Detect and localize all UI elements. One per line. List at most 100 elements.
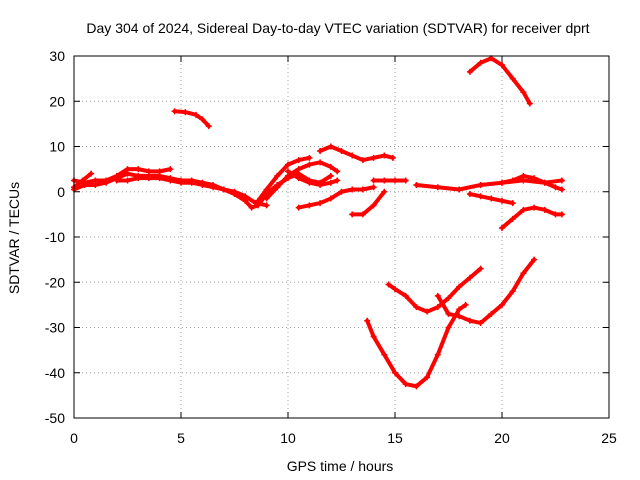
data-point: [113, 177, 120, 184]
series-track-5: [171, 108, 212, 130]
data-point: [306, 161, 313, 168]
data-point: [488, 310, 495, 317]
data-point: [456, 186, 463, 193]
data-point: [334, 177, 341, 184]
data-point: [255, 197, 262, 204]
data-point: [274, 172, 281, 179]
chart-title: Day 304 of 2024, Sidereal Day-to-day VTE…: [86, 20, 589, 36]
data-point: [509, 215, 516, 222]
data-point: [205, 123, 212, 130]
data-point: [295, 175, 302, 182]
series-track-4: [113, 175, 270, 209]
data-point: [488, 195, 495, 202]
data-point: [167, 166, 174, 173]
data-point: [317, 159, 324, 166]
data-point: [402, 177, 409, 184]
data-point: [188, 179, 195, 186]
x-axis-label: GPS time / hours: [287, 458, 394, 474]
data-point: [541, 206, 548, 213]
data-point: [317, 148, 324, 155]
data-point: [434, 184, 441, 191]
series-line: [264, 160, 340, 201]
data-point: [103, 177, 110, 184]
series-track-10: [295, 184, 377, 211]
data-point: [509, 200, 516, 207]
data-point: [327, 179, 334, 186]
data-point: [466, 68, 473, 75]
series-track-7: [263, 159, 341, 202]
data-point: [263, 195, 270, 202]
data-point: [499, 224, 505, 231]
series-track-9: [317, 143, 396, 164]
series-track-20: [434, 256, 538, 326]
data-point: [306, 154, 313, 161]
data-point: [477, 181, 484, 188]
data-point: [156, 175, 163, 182]
data-point: [295, 204, 302, 211]
data-point: [477, 59, 484, 66]
series-track-15: [499, 172, 565, 193]
x-tick-label: 5: [177, 430, 185, 446]
data-point: [349, 211, 356, 218]
data-point: [248, 204, 255, 211]
series-track-6: [255, 154, 313, 204]
data-point: [317, 200, 324, 207]
x-tick-label: 25: [601, 430, 617, 446]
data-point: [531, 256, 538, 263]
data-point: [466, 274, 473, 281]
data-point: [370, 184, 377, 191]
data-point: [402, 292, 409, 299]
y-tick-label: -40: [45, 365, 65, 381]
x-tick-label: 0: [70, 430, 78, 446]
data-point: [381, 188, 388, 195]
data-point: [445, 324, 452, 331]
data-point: [192, 111, 199, 118]
series-line: [72, 167, 173, 185]
data-point: [413, 383, 420, 390]
data-point: [370, 177, 377, 184]
data-point: [306, 202, 313, 209]
data-point: [156, 168, 163, 175]
data-point: [402, 381, 409, 388]
data-point: [79, 177, 86, 184]
data-point: [520, 270, 527, 277]
data-point: [413, 304, 420, 311]
data-point: [285, 168, 291, 175]
data-point: [434, 304, 441, 311]
series-line: [350, 189, 387, 217]
data-point: [389, 154, 396, 161]
data-point: [531, 175, 538, 182]
data-point: [295, 166, 302, 173]
data-point: [199, 116, 206, 123]
data-point: [334, 168, 341, 175]
y-tick-label: 20: [49, 93, 65, 109]
data-point: [499, 301, 505, 308]
data-point: [499, 62, 505, 69]
data-point: [424, 374, 431, 381]
series-track-2: [71, 166, 174, 186]
data-point: [349, 152, 356, 159]
data-point: [263, 186, 270, 193]
series-track-12: [370, 177, 409, 184]
data-point: [364, 317, 371, 324]
data-point: [359, 157, 366, 164]
y-tick-label: -20: [45, 274, 65, 290]
data-point: [231, 188, 238, 195]
data-point: [558, 211, 565, 218]
data-point: [531, 204, 538, 211]
data-point: [520, 206, 527, 213]
y-tick-label: -10: [45, 229, 65, 245]
data-point: [171, 108, 178, 115]
data-point: [499, 197, 505, 204]
data-point: [124, 177, 131, 184]
data-point: [413, 181, 420, 188]
data-point: [274, 184, 281, 191]
data-point: [385, 281, 392, 288]
data-point: [552, 184, 559, 191]
data-point: [509, 75, 516, 82]
data-point: [182, 109, 189, 116]
data-point: [327, 163, 334, 170]
data-point: [145, 175, 152, 182]
